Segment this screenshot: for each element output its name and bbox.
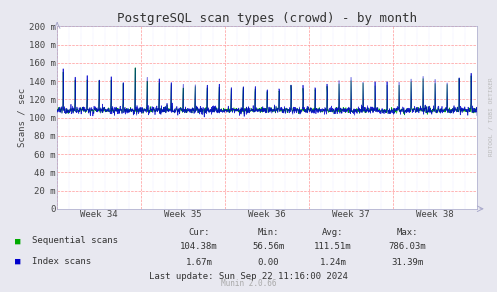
Text: Max:: Max: <box>397 228 418 237</box>
Text: Index scans: Index scans <box>32 257 91 266</box>
Text: 786.03m: 786.03m <box>389 242 426 251</box>
Text: Min:: Min: <box>257 228 279 237</box>
Text: Last update: Sun Sep 22 11:16:00 2024: Last update: Sun Sep 22 11:16:00 2024 <box>149 272 348 281</box>
Text: Avg:: Avg: <box>322 228 344 237</box>
Text: 1.67m: 1.67m <box>185 258 212 267</box>
Text: ■: ■ <box>15 237 20 245</box>
Text: Cur:: Cur: <box>188 228 210 237</box>
Text: 56.56m: 56.56m <box>252 242 284 251</box>
Title: PostgreSQL scan types (crowd) - by month: PostgreSQL scan types (crowd) - by month <box>117 12 417 25</box>
Text: Sequential scans: Sequential scans <box>32 237 118 245</box>
Y-axis label: Scans / sec: Scans / sec <box>17 88 26 147</box>
Text: 0.00: 0.00 <box>257 258 279 267</box>
Text: Munin 2.0.66: Munin 2.0.66 <box>221 279 276 288</box>
Text: 1.24m: 1.24m <box>320 258 346 267</box>
Text: ■: ■ <box>15 257 20 266</box>
Text: 111.51m: 111.51m <box>314 242 352 251</box>
Text: 104.38m: 104.38m <box>180 242 218 251</box>
Text: 31.39m: 31.39m <box>392 258 423 267</box>
Text: RDTOOL / TOBI OETIKER: RDTOOL / TOBI OETIKER <box>488 77 493 156</box>
